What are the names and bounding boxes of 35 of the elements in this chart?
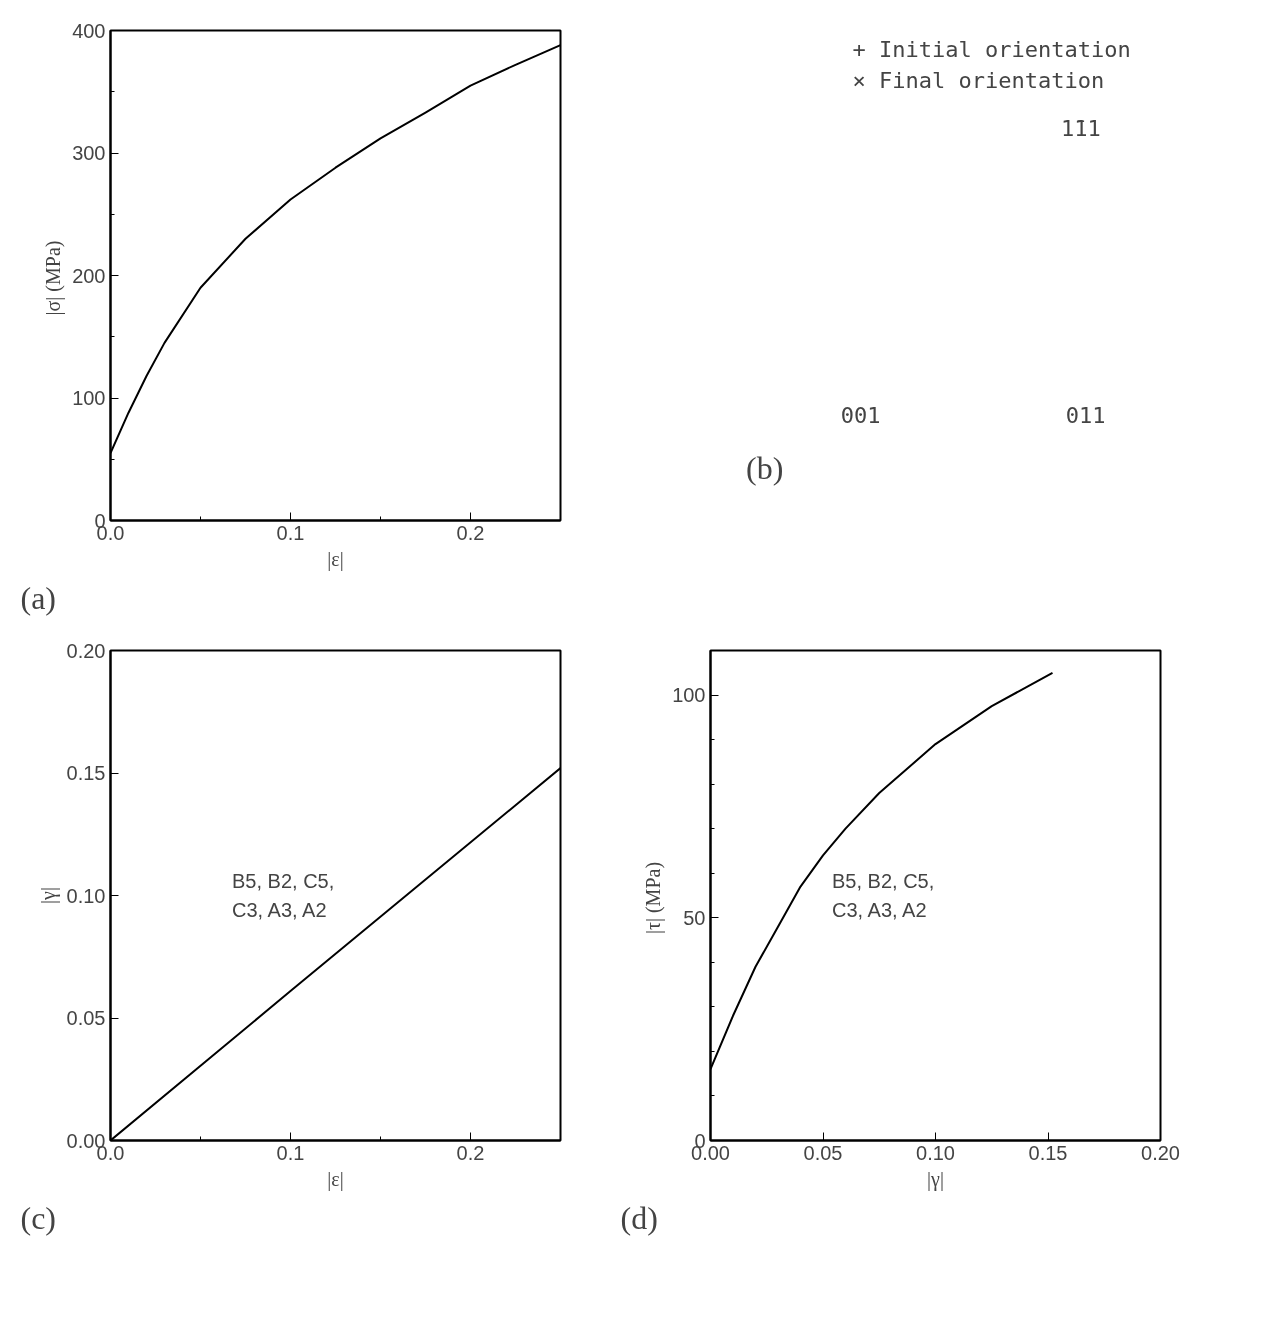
text: (c)	[20, 1199, 57, 1236]
y-tick-label: 300	[72, 142, 106, 164]
y-tick-label: 0.10	[66, 884, 106, 907]
y-tick-label: 100	[672, 684, 706, 707]
text: 001	[840, 402, 881, 428]
text: 011	[1065, 402, 1106, 428]
y-axis-title: |σ| (MPa)	[42, 240, 66, 316]
y-tick-label: 100	[72, 387, 106, 409]
text: (b)	[746, 449, 784, 486]
x-tick-label: 0.15	[1028, 1141, 1068, 1164]
x-tick-label: 0.10	[916, 1141, 955, 1164]
annotation: B5, B2, C5, C3, A3, A2	[832, 870, 935, 921]
x-axis-title: |ε|	[327, 547, 344, 571]
y-axis-title: |γ|	[36, 887, 60, 904]
y-tick-label: 0.05	[66, 1007, 106, 1029]
x-tick-label: 0.2	[456, 1141, 485, 1164]
text: (d)	[620, 1199, 658, 1236]
x-tick-label: 0.2	[456, 521, 485, 544]
x-tick-label: 0.05	[803, 1141, 843, 1164]
y-tick-label: 0.15	[66, 762, 106, 784]
text: × Final orientation	[852, 68, 1105, 94]
x-tick-label: 0.1	[276, 521, 305, 544]
y-tick-label: 0.20	[66, 639, 106, 662]
x-axis-title: |ε|	[327, 1167, 344, 1191]
text: (a)	[20, 579, 57, 616]
x-axis-title: |γ|	[927, 1167, 944, 1191]
annotation: B5, B2, C5, C3, A3, A2	[232, 870, 335, 921]
text: + Initial orientation	[852, 36, 1131, 62]
x-tick-label: 0.20	[1141, 1141, 1180, 1164]
y-axis-title: |τ| (MPa)	[642, 861, 666, 935]
x-tick-label: 0.1	[276, 1141, 305, 1164]
y-tick-label: 200	[72, 264, 106, 287]
y-tick-label: 50	[683, 906, 706, 929]
y-tick-label: 400	[72, 19, 106, 42]
text: 1̄11	[1061, 116, 1101, 141]
